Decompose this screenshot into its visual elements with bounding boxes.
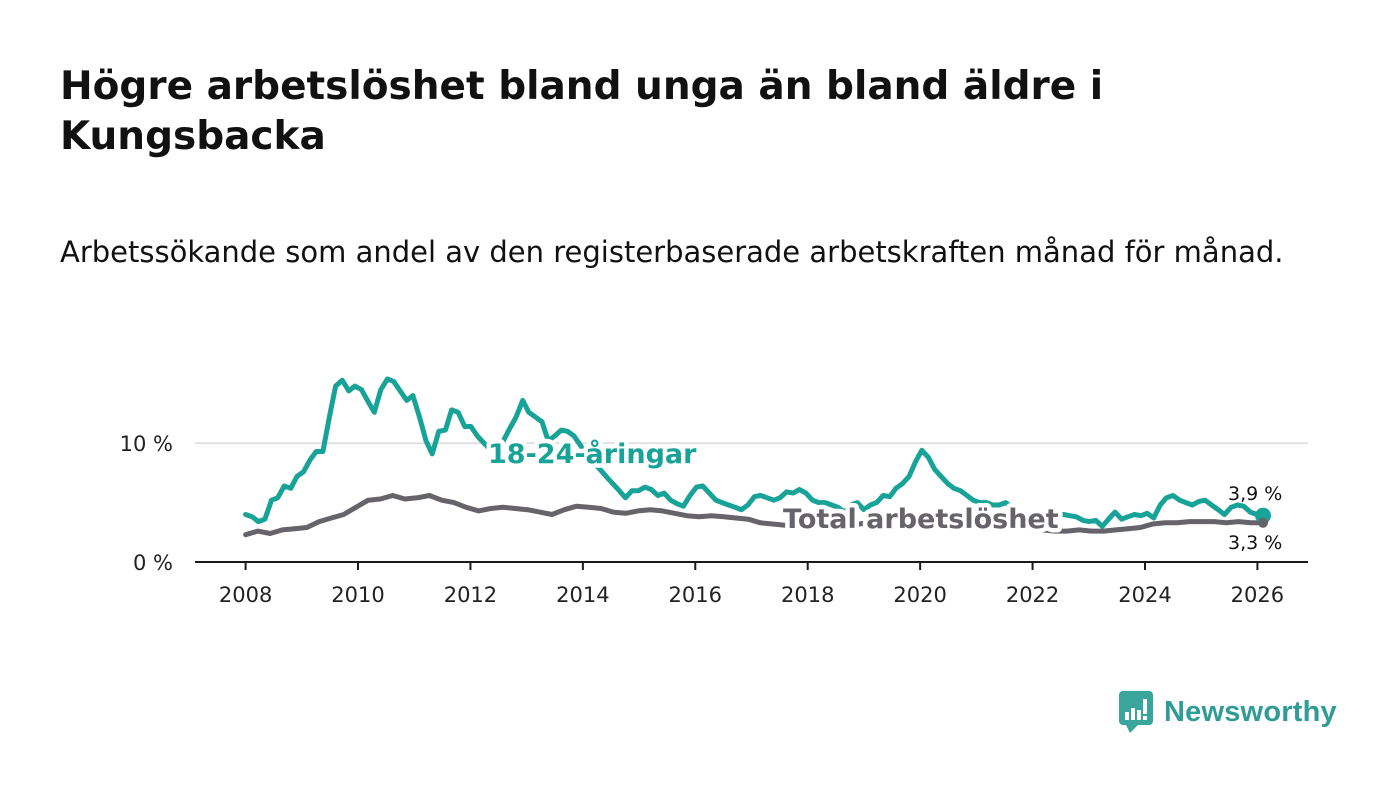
x-tick-label: 2010 [331,583,384,607]
series-label-total: Total arbetslöshet [783,504,1059,535]
brand-logo: Newsworthy [1118,690,1337,734]
chart-title: Högre arbetslöshet bland unga än bland ä… [60,64,1104,159]
y-tick-label: 0 % [133,551,173,575]
series-lines [243,376,1272,538]
x-tick-label: 2014 [556,583,609,607]
y-tick-label: 10 % [120,432,173,456]
brand-name: Newsworthy [1164,695,1337,728]
y-axis: 0 % 10 % [120,432,173,575]
x-tick-label: 2012 [444,583,497,607]
series-line-youth [243,376,1266,529]
chart-subtitle: Arbetssökande som andel av den registerb… [60,235,1284,269]
end-point-total [1258,517,1269,528]
end-value-total: 3,3 % [1228,532,1282,554]
series-labels: 18-24-åringar Total arbetslöshet 3,9 % 3,3 … [484,434,1283,555]
end-value-youth: 3,9 % [1228,483,1282,505]
x-tick-label: 2018 [781,583,834,607]
x-tick-label: 2008 [219,583,272,607]
x-axis: 2008 2010 2012 2014 2016 2018 2020 2022 2024 2026 [195,561,1308,607]
x-tick-label: 2024 [1118,583,1171,607]
x-tick-label: 2022 [1006,583,1059,607]
newsworthy-logo-icon [1119,691,1153,733]
x-tick-label: 2026 [1231,583,1284,607]
series-line-total [243,493,1266,538]
x-tick-label: 2020 [893,583,946,607]
series-label-youth: 18-24-åringar [488,438,697,470]
x-tick-label: 2016 [669,583,722,607]
end-point-youth [1255,507,1272,524]
